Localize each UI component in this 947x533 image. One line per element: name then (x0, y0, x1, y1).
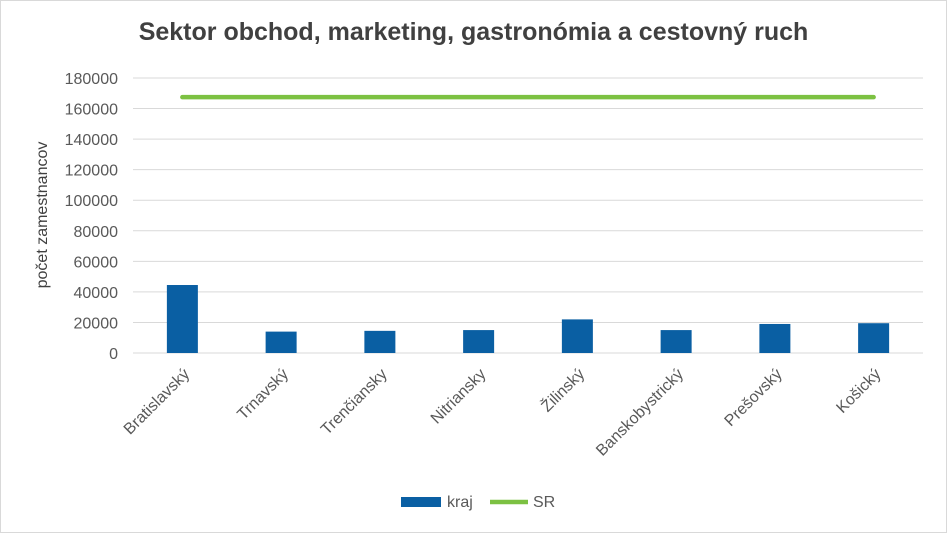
x-tick-label: Banskobystrický (593, 366, 687, 460)
bar-kraj (265, 331, 297, 353)
x-tick-label: Prešovský (722, 366, 786, 430)
y-tick-label: 160000 (65, 102, 118, 119)
x-tick-label: Nitriansky (428, 366, 490, 428)
legend-label-sr: SR (533, 494, 555, 511)
x-tick-label: Trnavský (234, 366, 291, 423)
legend-swatch-kraj (401, 497, 441, 507)
legend: kraj SR (401, 494, 555, 511)
y-tick-label: 140000 (65, 132, 118, 149)
bar-kraj (858, 323, 890, 353)
y-tick-label: 80000 (74, 224, 119, 241)
x-tick-label: Trenčiansky (318, 366, 391, 439)
bar-kraj (463, 330, 495, 353)
y-tick-label: 100000 (65, 193, 118, 210)
bar-kraj (166, 285, 198, 353)
x-tick-label: Bratislavský (121, 366, 193, 438)
bar-kraj (660, 330, 692, 353)
bar-kraj (561, 319, 593, 353)
y-tick-label: 120000 (65, 163, 118, 180)
bar-kraj (364, 330, 396, 353)
x-tick-label: Žilinský (537, 364, 588, 415)
y-tick-label: 60000 (74, 254, 119, 271)
x-tick-label: Košický (833, 366, 884, 417)
legend-label-kraj: kraj (447, 494, 473, 511)
y-axis-label: počet zamestnancov (34, 142, 51, 289)
bar-kraj (759, 323, 791, 353)
chart-title: Sektor obchod, marketing, gastronómia a … (138, 18, 809, 46)
y-tick-label: 180000 (65, 71, 118, 88)
y-tick-label: 40000 (74, 285, 119, 302)
y-tick-label: 0 (109, 346, 118, 363)
y-tick-label: 20000 (74, 315, 119, 332)
